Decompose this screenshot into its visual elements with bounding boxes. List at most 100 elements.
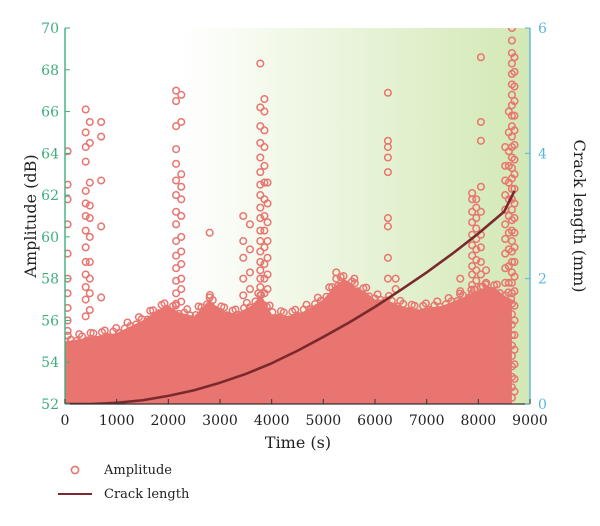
amplitude-point xyxy=(65,195,72,204)
amplitude-point xyxy=(256,299,265,308)
amplitude-point xyxy=(504,278,513,287)
amplitude-point xyxy=(510,257,519,267)
amplitude-point xyxy=(177,297,186,306)
amplitude-point xyxy=(472,203,481,212)
amplitude-point xyxy=(510,82,519,91)
amplitude-point xyxy=(81,295,90,304)
amplitude-point xyxy=(172,251,181,260)
x-tick-label: 5000 xyxy=(306,413,342,429)
amplitude-point xyxy=(468,207,477,216)
amplitude-point xyxy=(468,241,477,250)
amplitude-point xyxy=(438,306,447,315)
amplitude-point xyxy=(387,296,396,305)
amplitude-point xyxy=(510,53,519,62)
amplitude-point xyxy=(172,264,181,273)
amplitude-point xyxy=(507,184,516,193)
amplitude-point xyxy=(89,329,98,338)
amplitude-point xyxy=(383,153,392,162)
amplitude-point xyxy=(472,245,481,254)
amplitude-point xyxy=(510,272,519,281)
amplitude-point xyxy=(256,291,265,300)
amplitude-point xyxy=(85,201,94,210)
amplitude-point xyxy=(263,237,272,246)
amplitude-point xyxy=(472,224,481,233)
amplitude-point xyxy=(256,257,265,267)
amplitude-point xyxy=(383,214,392,223)
amplitude-point xyxy=(85,274,94,283)
amplitude-point xyxy=(256,226,265,235)
amplitude-point xyxy=(476,257,485,267)
amplitude-point xyxy=(83,336,92,345)
amplitude-point xyxy=(256,282,265,292)
amplitude-point xyxy=(456,274,465,283)
amplitude-point xyxy=(177,117,186,127)
amplitude-point xyxy=(256,168,265,177)
amplitude-point xyxy=(183,305,192,314)
amplitude-point xyxy=(416,309,425,318)
amplitude-point xyxy=(256,191,265,200)
amplitude-point xyxy=(507,331,516,340)
amplitude-point xyxy=(172,122,181,131)
legend-label-amplitude: Amplitude xyxy=(103,463,172,478)
amplitude-point xyxy=(65,289,72,298)
amplitude-point xyxy=(468,251,477,260)
amplitude-point xyxy=(81,243,90,252)
amplitude-point xyxy=(510,155,519,164)
amplitude-point xyxy=(468,280,477,289)
amplitude-point xyxy=(383,136,392,145)
amplitude-point xyxy=(256,214,265,223)
amplitude-point xyxy=(472,276,481,285)
amplitude-point xyxy=(220,303,229,312)
amplitude-point xyxy=(237,311,246,321)
x-tick-label: 7000 xyxy=(409,413,445,429)
amplitude-point xyxy=(85,117,94,127)
amplitude-point xyxy=(177,211,186,221)
amplitude-point xyxy=(256,180,265,189)
legend-marker-amplitude xyxy=(70,465,80,475)
y-tick-label: 70 xyxy=(41,21,59,37)
x-tick-label: 8000 xyxy=(461,413,497,429)
amplitude-point xyxy=(268,308,277,317)
amplitude-point xyxy=(65,220,72,229)
amplitude-point xyxy=(256,266,265,275)
amplitude-point xyxy=(510,67,519,76)
amplitude-point xyxy=(510,97,519,106)
amplitude-point xyxy=(383,253,392,262)
y2-tick-label: 2 xyxy=(538,272,547,288)
amplitude-point xyxy=(172,220,181,229)
amplitude-point xyxy=(476,243,485,252)
amplitude-point xyxy=(172,207,181,216)
x-tick-label: 1000 xyxy=(99,413,135,429)
amplitude-point xyxy=(85,214,94,223)
amplitude-point xyxy=(427,308,436,317)
amplitude-point xyxy=(191,311,200,320)
amplitude-point xyxy=(97,117,106,127)
amplitude-point xyxy=(260,94,269,104)
amplitude-point xyxy=(260,143,269,152)
amplitude-point xyxy=(399,299,408,308)
amplitude-point xyxy=(260,126,269,135)
amplitude-point xyxy=(172,191,181,200)
y2-tick-label: 6 xyxy=(538,21,547,37)
y2-axis-title: Crack length (mm) xyxy=(570,140,589,293)
amplitude-point xyxy=(507,294,516,303)
amplitude-point xyxy=(172,237,181,246)
amplitude-point xyxy=(85,178,94,187)
amplitude-point xyxy=(81,211,90,221)
amplitude-point xyxy=(510,374,519,383)
amplitude-point xyxy=(308,307,317,316)
amplitude-point xyxy=(510,360,519,369)
amplitude-point xyxy=(172,176,181,185)
amplitude-point xyxy=(65,303,72,312)
amplitude-point xyxy=(81,186,90,195)
amplitude-point xyxy=(383,88,392,97)
y-tick-label: 64 xyxy=(41,146,59,162)
amplitude-point xyxy=(245,268,255,277)
amplitude-point xyxy=(383,274,392,283)
x-tick-label: 6000 xyxy=(357,413,393,429)
amplitude-point xyxy=(65,249,72,258)
amplitude-point xyxy=(383,222,392,231)
amplitude-point xyxy=(404,307,413,316)
amplitude-point xyxy=(95,335,104,344)
amplitude-point xyxy=(260,211,269,221)
